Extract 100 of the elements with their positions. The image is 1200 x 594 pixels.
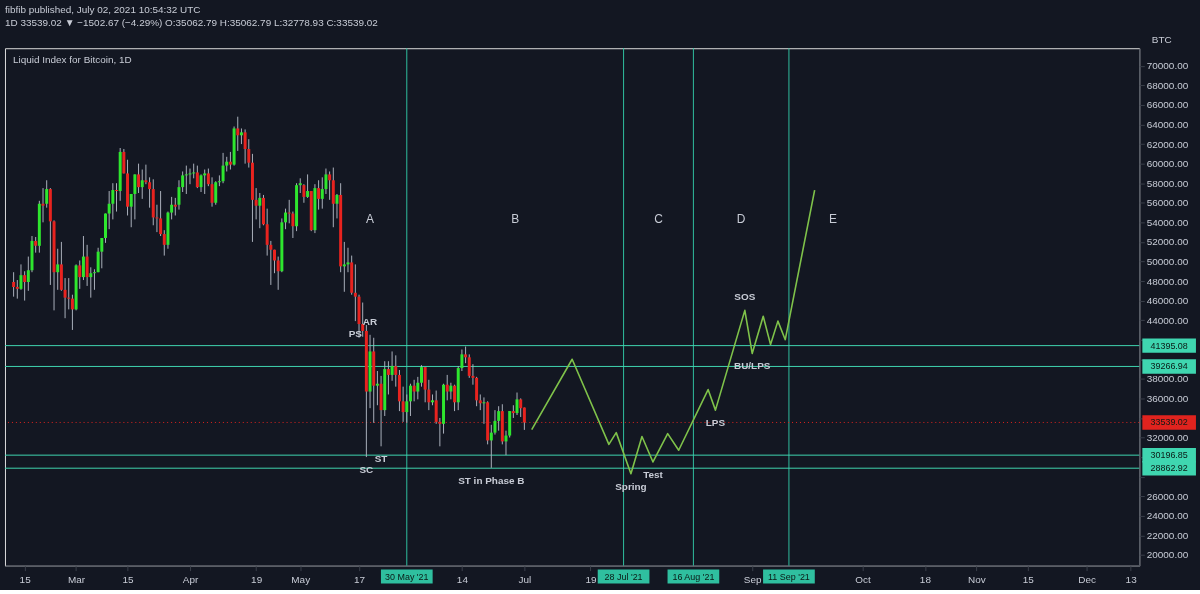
y-tick-label: 36000.00 xyxy=(1146,392,1189,404)
candlestick xyxy=(497,405,501,432)
candlestick xyxy=(306,173,310,199)
candlestick xyxy=(416,376,420,400)
candlestick xyxy=(159,190,163,237)
x-tick-label: 19 xyxy=(251,574,263,586)
x-tick-label: 19 xyxy=(585,574,597,586)
y-tick-label: 44000.00 xyxy=(1146,314,1189,326)
x-tick-label: 13 xyxy=(1125,574,1138,586)
candlestick xyxy=(419,364,423,388)
x-tick-label: Oct xyxy=(855,574,871,586)
y-tick-label: 58000.00 xyxy=(1146,177,1189,189)
y-tick-label: 24000.00 xyxy=(1146,510,1189,522)
y-tick-label: 62000.00 xyxy=(1146,138,1189,150)
annotation: A xyxy=(366,211,375,226)
annotation: Test xyxy=(643,468,664,480)
ref-line-label: 30 May '21 xyxy=(385,571,429,582)
candlestick xyxy=(12,271,16,298)
ref-line-label: 30196.85 xyxy=(1150,450,1188,461)
candlestick xyxy=(335,193,339,219)
candlestick xyxy=(129,193,133,228)
candlestick xyxy=(328,170,332,201)
y-tick-label: 50000.00 xyxy=(1146,255,1189,267)
candlestick xyxy=(137,163,141,194)
y-tick-label: 64000.00 xyxy=(1146,119,1189,131)
y-tick-label: 56000.00 xyxy=(1146,197,1189,209)
candlestick xyxy=(81,235,85,281)
annotation: C xyxy=(654,211,664,226)
x-tick-label: Mar xyxy=(68,574,86,586)
x-tick-label: 17 xyxy=(353,574,366,586)
x-tick-label: Jul xyxy=(518,574,532,586)
candlestick xyxy=(331,167,335,228)
ref-line-label: 33539.02 xyxy=(1150,417,1188,428)
candlestick xyxy=(23,270,27,302)
candlestick xyxy=(243,128,247,165)
y-tick-label: 60000.00 xyxy=(1146,158,1189,170)
x-tick-label: Sep xyxy=(743,574,762,586)
y-axis-title: BTC xyxy=(1151,33,1172,45)
candlestick xyxy=(515,392,519,416)
annotation: B xyxy=(511,211,520,226)
candlestick xyxy=(177,179,181,211)
y-tick-label: 20000.00 xyxy=(1146,549,1189,561)
candlestick xyxy=(408,383,412,417)
annotation: SOS xyxy=(734,291,756,303)
candlestick xyxy=(342,241,346,293)
candlestick xyxy=(140,169,144,200)
candlestick xyxy=(56,248,60,291)
y-tick-label: 22000.00 xyxy=(1146,529,1189,541)
candlestick xyxy=(453,384,457,412)
candlestick xyxy=(122,148,126,174)
candlestick xyxy=(317,179,321,211)
ref-line-label: 11 Sep '21 xyxy=(768,571,810,582)
ref-line-label: 28 Jul '21 xyxy=(604,571,643,582)
ref-line-label: 39266.94 xyxy=(1150,361,1188,372)
candlestick xyxy=(78,259,82,290)
ref-line-label: 16 Aug '21 xyxy=(672,571,715,582)
y-tick-label: 66000.00 xyxy=(1146,99,1189,111)
candlestick xyxy=(445,374,449,401)
y-tick-label: 38000.00 xyxy=(1146,373,1189,385)
candlestick xyxy=(184,165,188,195)
x-tick-label: Dec xyxy=(1078,574,1096,586)
ref-line-label: 28862.92 xyxy=(1150,463,1188,474)
y-tick-label: 26000.00 xyxy=(1146,490,1189,502)
y-tick-label: 54000.00 xyxy=(1146,216,1189,228)
candlestick xyxy=(162,229,166,257)
x-tick-label: 15 xyxy=(122,574,135,586)
candlestick xyxy=(412,379,416,402)
y-tick-label: 68000.00 xyxy=(1146,79,1189,91)
x-tick-label: Apr xyxy=(182,574,199,586)
candlestick xyxy=(519,397,523,418)
annotation: D xyxy=(736,211,746,226)
x-tick-label: 15 xyxy=(19,574,32,586)
chart-title: fibfib published, July 02, 2021 10:54:32 UTC xyxy=(4,4,201,16)
y-tick-label: 48000.00 xyxy=(1146,275,1189,287)
y-tick-label: 32000.00 xyxy=(1146,432,1189,443)
annotation: ST in Phase B xyxy=(458,474,525,486)
candlestick xyxy=(210,176,214,208)
candlestick xyxy=(405,393,409,424)
candlestick xyxy=(394,354,398,388)
annotation: LPS xyxy=(705,417,726,429)
annotation: ST xyxy=(374,453,388,465)
y-tick-label: 52000.00 xyxy=(1146,236,1189,248)
candlestick xyxy=(221,152,225,184)
x-tick-label: Nov xyxy=(967,574,986,586)
y-tick-label: 46000.00 xyxy=(1146,295,1189,307)
candlestick xyxy=(482,396,486,425)
x-tick-label: 15 xyxy=(1022,574,1035,586)
candlestick xyxy=(15,279,19,300)
candlestick xyxy=(92,268,96,291)
candlestick xyxy=(133,173,137,220)
candlestick xyxy=(144,164,148,185)
candlestick xyxy=(449,382,453,400)
x-tick-label: 14 xyxy=(456,574,469,586)
y-tick-label: 70000.00 xyxy=(1146,60,1189,72)
annotation: Liquid Index for Bitcoin, 1D xyxy=(12,54,132,66)
candlestick xyxy=(89,266,93,299)
ref-line-label: 41395.08 xyxy=(1150,340,1188,351)
candlestick xyxy=(390,350,394,382)
x-tick-label: May xyxy=(291,574,311,586)
candlestick xyxy=(100,237,104,269)
